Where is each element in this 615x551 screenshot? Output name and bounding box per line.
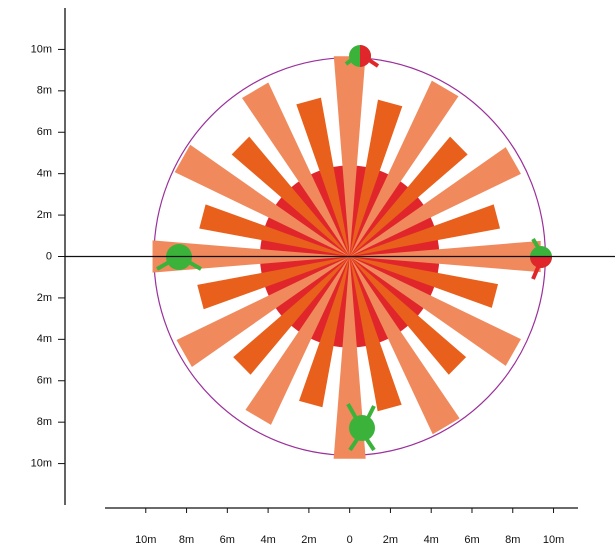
y-tick-label: 8m (37, 416, 52, 428)
wedge (349, 99, 403, 257)
listener-icon (346, 403, 376, 452)
x-tick-label: 0 (347, 534, 353, 546)
wedge (241, 82, 350, 257)
y-tick-label: 10m (31, 457, 52, 469)
wedge (333, 56, 366, 257)
y-tick-label: 2m (37, 292, 52, 304)
y-tick-label: 2m (37, 209, 52, 221)
wedge (349, 256, 499, 308)
x-tick-label: 2m (383, 534, 398, 546)
x-tick-label: 8m (179, 534, 194, 546)
wedge (333, 256, 366, 459)
wedge (349, 256, 467, 375)
wedge (245, 256, 350, 425)
x-tick-label: 10m (135, 534, 156, 546)
wedge (199, 204, 350, 257)
wedge (233, 256, 350, 375)
wedge (231, 136, 350, 257)
wedge (349, 256, 402, 412)
wedge (296, 97, 350, 257)
x-tick-label: 4m (260, 534, 275, 546)
y-tick-label: 6m (37, 126, 52, 138)
wedge (349, 256, 460, 435)
wedge (197, 256, 350, 310)
x-tick-label: 4m (424, 534, 439, 546)
y-tick-label: 4m (37, 333, 52, 345)
y-tick-label: 10m (31, 43, 52, 55)
wedge (349, 136, 468, 257)
x-tick-label: 2m (301, 534, 316, 546)
y-tick-label: 8m (37, 85, 52, 97)
y-tick-label: 0 (46, 250, 52, 262)
x-tick-label: 8m (505, 534, 520, 546)
wedge (299, 256, 350, 408)
wedge (174, 144, 350, 257)
wedge (349, 80, 459, 257)
wedge (349, 256, 521, 366)
listener-icon (344, 45, 380, 68)
x-tick-label: 6m (220, 534, 235, 546)
x-tick-label: 6m (464, 534, 479, 546)
y-tick-label: 6m (37, 375, 52, 387)
plot-area (152, 56, 546, 459)
y-tick-label: 4m (37, 168, 52, 180)
x-tick-label: 10m (543, 534, 564, 546)
wedge (349, 147, 521, 257)
wedge (176, 256, 350, 368)
wedge (349, 204, 501, 257)
